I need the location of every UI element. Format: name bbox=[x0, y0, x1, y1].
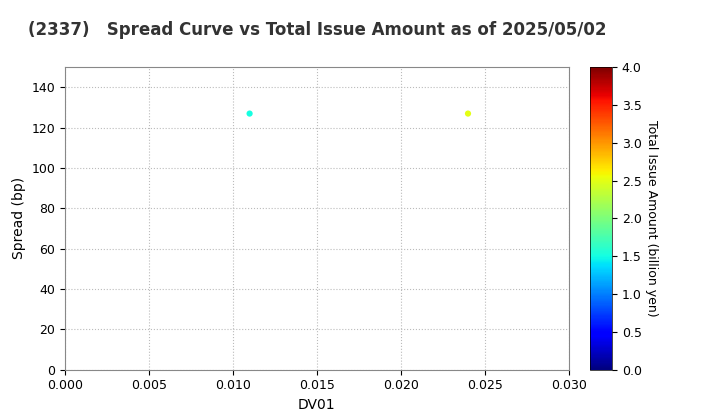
Y-axis label: Spread (bp): Spread (bp) bbox=[12, 177, 26, 260]
X-axis label: DV01: DV01 bbox=[298, 398, 336, 412]
Text: (2337)   Spread Curve vs Total Issue Amount as of 2025/05/02: (2337) Spread Curve vs Total Issue Amoun… bbox=[27, 21, 606, 39]
Point bbox=[244, 110, 256, 117]
Point bbox=[462, 110, 474, 117]
Y-axis label: Total Issue Amount (billion yen): Total Issue Amount (billion yen) bbox=[645, 120, 658, 317]
